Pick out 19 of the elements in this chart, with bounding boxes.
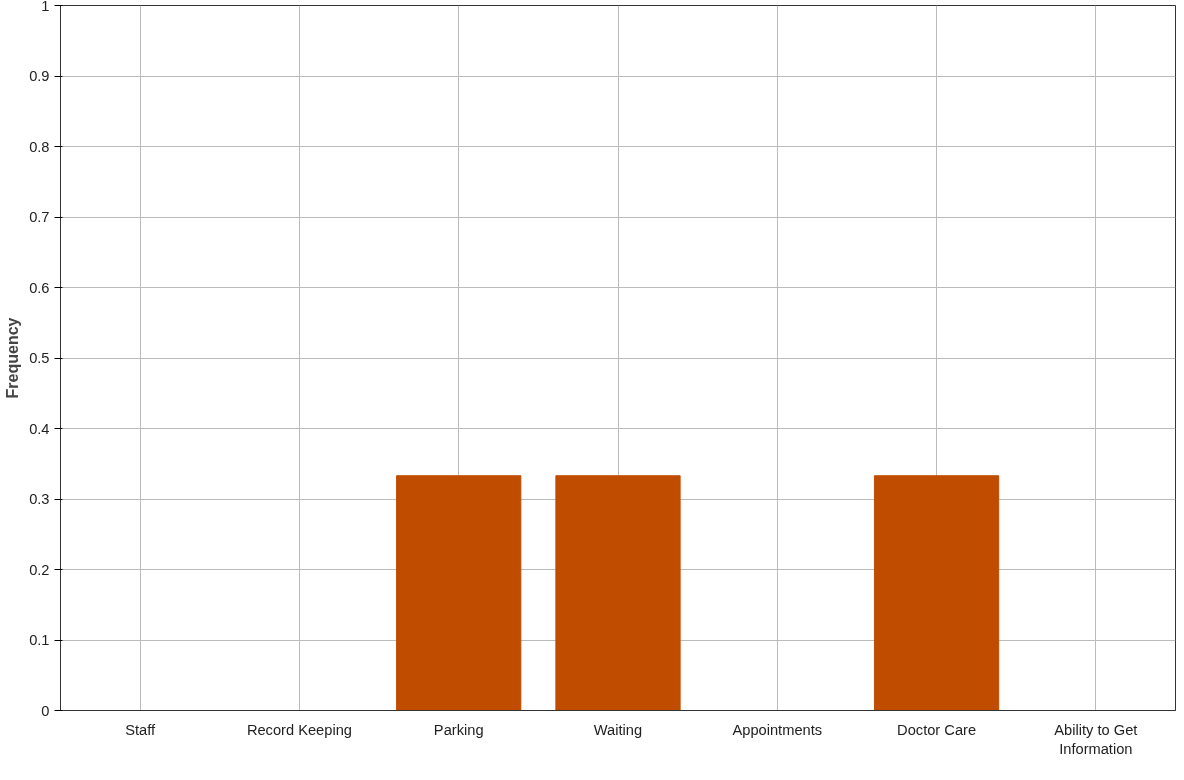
y-tick-label: 0 — [41, 702, 50, 719]
x-tick-label: Staff — [125, 721, 157, 738]
y-tick-label: 0.4 — [29, 420, 50, 437]
x-tick-label: Appointments — [732, 721, 823, 738]
y-tick-label: 0.8 — [29, 138, 50, 155]
y-tick-label: 0.7 — [29, 209, 50, 225]
y-tick-label: 0.3 — [29, 491, 50, 507]
x-tick-label: Waiting — [593, 721, 643, 738]
y-tick-label: 1 — [41, 0, 50, 14]
y-tick-label: 0.1 — [29, 632, 50, 648]
x-tick-label: Doctor Care — [897, 721, 977, 738]
y-tick-label: 0.2 — [29, 561, 50, 578]
y-tick-label: 0.9 — [29, 68, 50, 84]
x-tick-label: Parking — [433, 721, 484, 738]
y-axis-title: Frequency — [4, 317, 22, 399]
x-tick-label: Record Keeping — [246, 721, 352, 738]
x-tick-label: Ability to Get Information — [1054, 721, 1138, 757]
y-tick-label: 0.5 — [29, 350, 50, 366]
y-tick-label: 0.6 — [29, 279, 50, 296]
